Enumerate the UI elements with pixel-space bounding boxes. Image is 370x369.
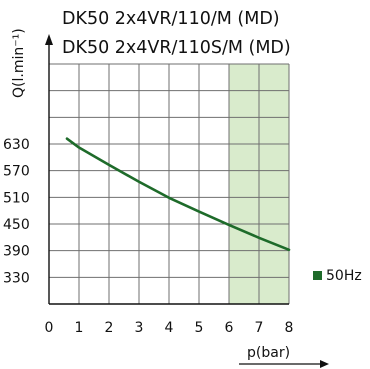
x-tick-labels: 0 1 2 3 4 5 6 7 8 bbox=[45, 320, 294, 336]
y-tick-label: 450 bbox=[3, 217, 30, 233]
series-line-50Hz bbox=[65, 137, 291, 252]
x-tick-label: 2 bbox=[105, 320, 114, 336]
x-tick-label: 5 bbox=[195, 320, 204, 336]
x-tick-label: 3 bbox=[135, 320, 144, 336]
x-tick-label: 4 bbox=[165, 320, 174, 336]
x-tick-label: 6 bbox=[225, 320, 234, 336]
series-lines bbox=[65, 137, 291, 252]
y-tick-label: 630 bbox=[3, 137, 30, 153]
axes bbox=[45, 34, 329, 368]
y-tick-label: 510 bbox=[3, 190, 30, 206]
y-tick-label: 570 bbox=[3, 164, 30, 180]
chart-title-line-1: DK50 2x4VR/110/M (MD) bbox=[62, 9, 280, 29]
y-axis-label: Q(l.min⁻¹) bbox=[11, 28, 27, 98]
chart-title-line-2: DK50 2x4VR/110S/M (MD) bbox=[62, 38, 291, 58]
y-tick-labels: 330 390 450 510 570 630 bbox=[3, 137, 30, 286]
legend: 50Hz bbox=[313, 268, 362, 284]
legend-swatch bbox=[313, 271, 322, 280]
y-tick-label: 390 bbox=[3, 244, 30, 260]
y-axis-arrow bbox=[45, 34, 53, 45]
x-axis-label: p(bar) bbox=[247, 345, 290, 361]
x-tick-label: 8 bbox=[285, 320, 294, 336]
gridlines bbox=[49, 63, 290, 304]
y-tick-label: 330 bbox=[3, 270, 30, 286]
legend-label: 50Hz bbox=[326, 268, 362, 284]
x-tick-label: 1 bbox=[75, 320, 84, 336]
x-tick-label: 0 bbox=[45, 320, 54, 336]
x-tick-label: 7 bbox=[255, 320, 264, 336]
x-axis-label-arrowhead bbox=[320, 360, 329, 368]
